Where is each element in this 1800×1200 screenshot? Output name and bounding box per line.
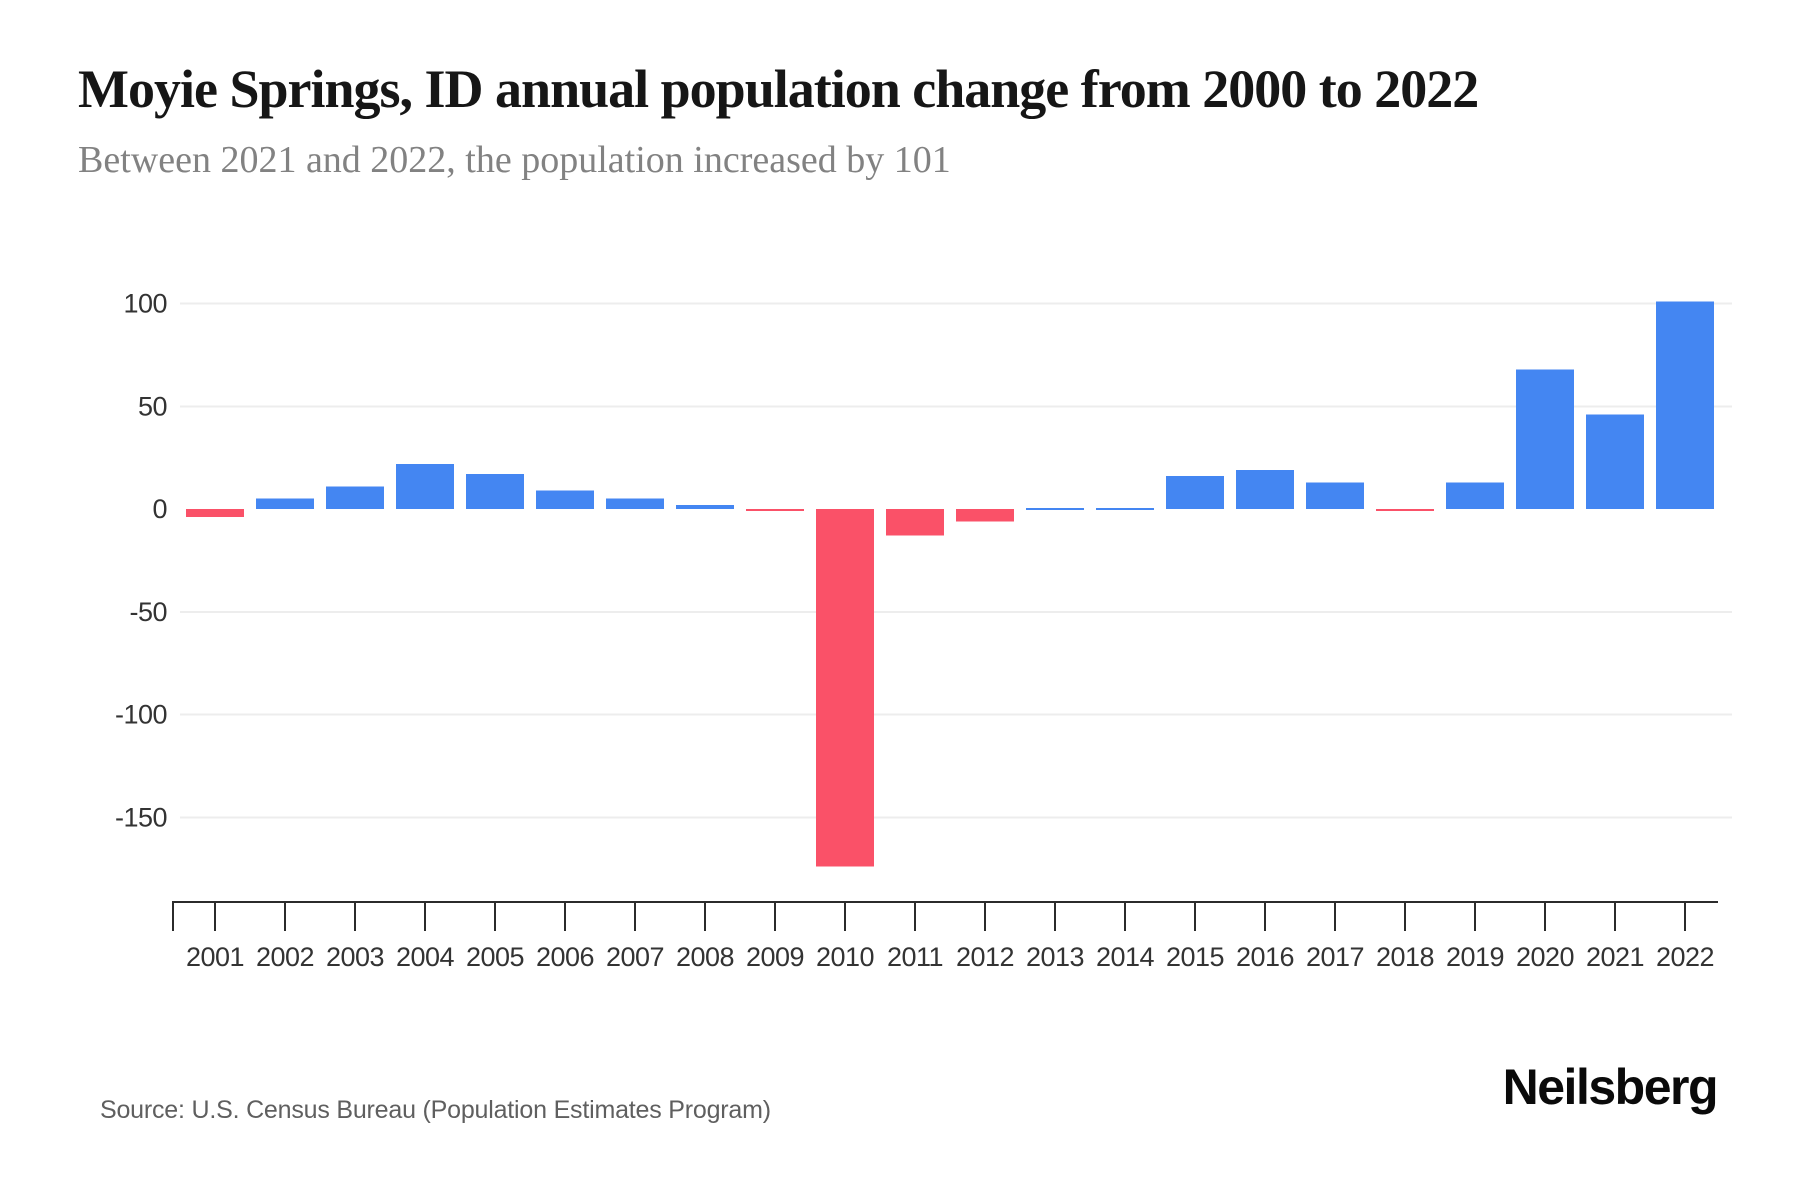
bar-2002[interactable] [256,498,314,509]
x-axis-label-2005: 2005 [466,942,524,972]
bar-2013[interactable] [1026,508,1084,510]
x-axis-label-2004: 2004 [396,942,455,972]
gridlines-group [180,302,1732,819]
source-note: Source: U.S. Census Bureau (Population E… [100,1096,771,1124]
x-axis-label-2019: 2019 [1446,942,1504,972]
x-axis-label-2017: 2017 [1306,942,1364,972]
x-axis-label-2015: 2015 [1166,942,1224,972]
y-axis-label--50: -50 [129,597,167,627]
y-axis-label--100: -100 [115,700,167,730]
bar-2012[interactable] [956,509,1014,522]
bar-2017[interactable] [1306,482,1364,509]
brand-logo[interactable]: Neilsberg [1502,1059,1719,1115]
bar-2015[interactable] [1166,476,1224,509]
bar-2009[interactable] [746,509,804,512]
x-axis-label-2016: 2016 [1236,942,1294,972]
bar-2008[interactable] [676,504,734,509]
bar-2010[interactable] [816,509,874,867]
bar-2022[interactable] [1656,301,1714,509]
x-axis-label-2001: 2001 [186,942,244,972]
x-axis-label-2018: 2018 [1376,942,1434,972]
x-axis-label-2010: 2010 [816,942,874,972]
x-axis-label-2007: 2007 [606,942,664,972]
bar-2005[interactable] [466,474,524,509]
x-axis-label-2009: 2009 [746,942,804,972]
x-axis-label-2006: 2006 [536,942,594,972]
bar-2021[interactable] [1586,414,1644,509]
bar-2006[interactable] [536,490,594,509]
x-axis-label-2013: 2013 [1026,942,1084,972]
bar-2019[interactable] [1446,482,1504,509]
x-axis-label-2012: 2012 [956,942,1014,972]
x-axis-label-2002: 2002 [256,942,314,972]
x-axis-label-2008: 2008 [676,942,734,972]
bar-2004[interactable] [396,463,454,509]
chart-subtitle: Between 2021 and 2022, the population in… [78,139,951,181]
x-axis-label-2022: 2022 [1656,942,1714,972]
x-axis-label-2021: 2021 [1586,942,1644,972]
bars-group [186,301,1714,867]
y-axis-label-0: 0 [152,494,167,524]
x-axis-label-2011: 2011 [887,942,943,972]
axis-labels-group: 100 50 0 -50 -100 -150 2001 2002 2003 2004 2005 200… [115,289,1715,973]
x-axis-label-2020: 2020 [1516,942,1574,972]
x-axis-label-2014: 2014 [1096,942,1155,972]
x-axis-group [172,901,1718,931]
bar-2007[interactable] [606,498,664,509]
y-axis-label--150: -150 [115,802,167,832]
bar-2001[interactable] [186,509,244,518]
bar-2020[interactable] [1516,369,1574,509]
bar-2014[interactable] [1096,508,1154,510]
bar-2018[interactable] [1376,509,1434,512]
x-axis-label-2003: 2003 [326,942,384,972]
chart-title: Moyie Springs, ID annual population chan… [78,59,1479,119]
y-axis-label-100: 100 [123,289,167,319]
bar-2016[interactable] [1236,469,1294,509]
bar-2011[interactable] [886,509,944,536]
bar-2003[interactable] [326,486,384,509]
y-axis-label-50: 50 [138,391,167,421]
